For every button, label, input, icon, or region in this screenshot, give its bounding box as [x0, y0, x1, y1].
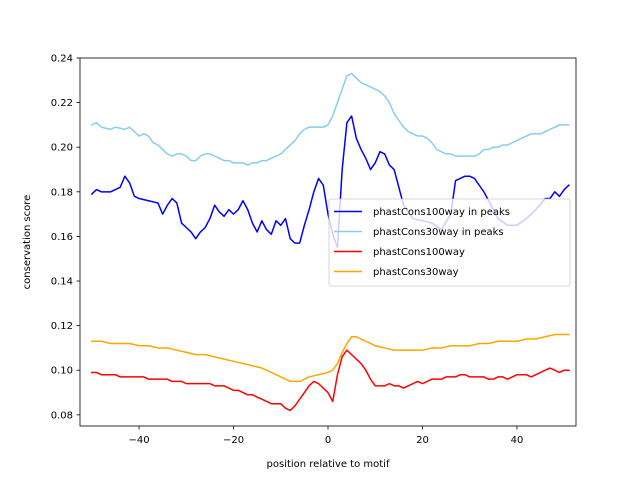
y-tick-label: 0.20 [51, 143, 73, 154]
legend-box [328, 198, 571, 287]
plot-area [90, 72, 570, 412]
y-tick-label: 0.22 [51, 98, 73, 109]
y-axis-label: conservation score [22, 195, 33, 290]
y-tick-label: 0.16 [51, 232, 73, 243]
legend-label: phastCons30way in peaks [373, 227, 504, 238]
y-tick-label: 0.08 [51, 410, 73, 421]
series-line-3 [91, 349, 570, 412]
x-tick-label: −20 [223, 435, 244, 446]
y-tick-label: 0.24 [51, 54, 73, 65]
legend: phastCons100way in peaks phastCons30way i… [328, 198, 571, 287]
y-tick-label: 0.18 [51, 187, 73, 198]
series-line-1 [90, 115, 570, 249]
series-line-2 [90, 72, 570, 166]
legend-label: phastCons100way in peaks [373, 207, 510, 218]
series-line-4 [91, 333, 570, 383]
y-tick-label: 0.10 [51, 366, 73, 377]
x-tick-label: 20 [416, 435, 429, 446]
legend-label: phastCons30way [373, 267, 459, 278]
legend-label: phastCons100way [373, 247, 465, 258]
y-tick-label: 0.12 [51, 321, 73, 332]
x-tick-label: −40 [128, 435, 149, 446]
y-tick-label: 0.14 [51, 277, 73, 288]
x-tick-label: 40 [511, 435, 524, 446]
x-tick-label: 0 [325, 435, 331, 446]
x-axis-label: position relative to motif [267, 459, 390, 470]
axes: −40 −20 0 20 40 0.08 0.10 0.12 0.14 0.16 0.18 0.20 0… [51, 54, 577, 446]
